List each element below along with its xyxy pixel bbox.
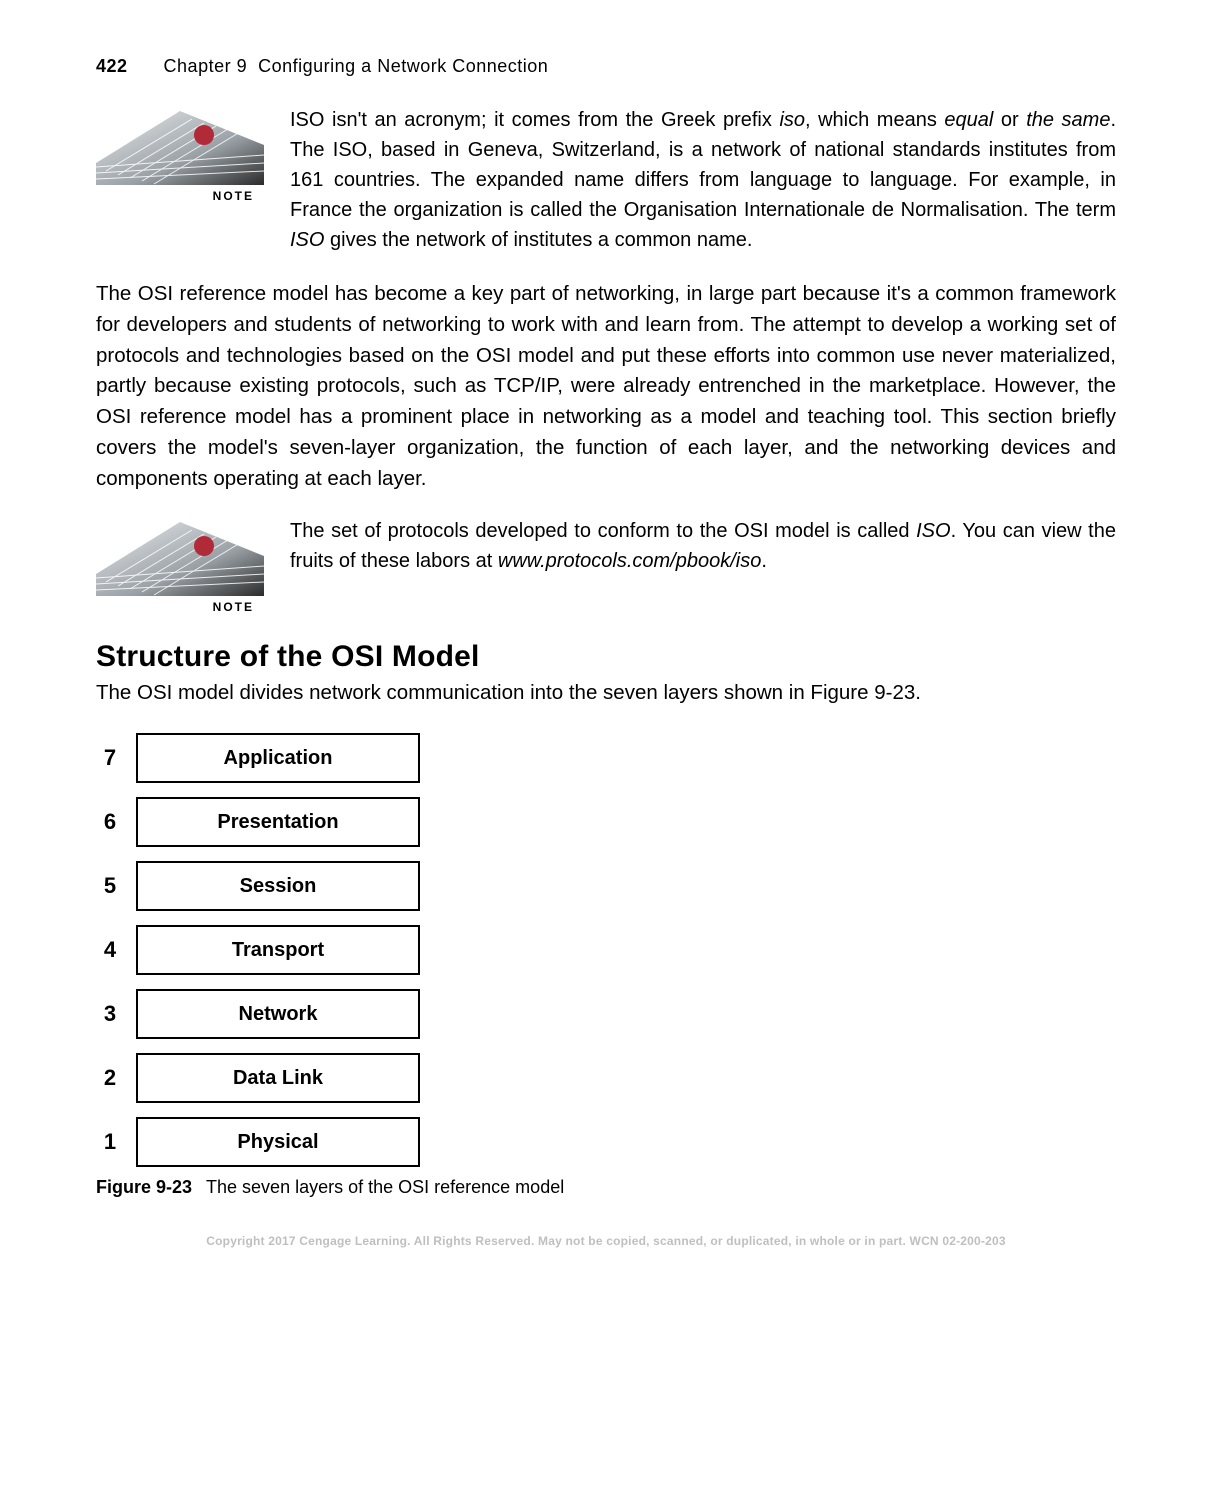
chapter-label: Chapter 9 Configuring a Network Connecti… [164,56,549,77]
note-label: NOTE [213,189,254,203]
keyboard-note-icon: NOTE [96,105,264,205]
osi-layer-number: 3 [96,1001,124,1027]
copyright-line: Copyright 2017 Cengage Learning. All Rig… [96,1234,1116,1248]
section-intro: The OSI model divides network communicat… [96,678,1116,709]
osi-layer-box: Data Link [136,1053,420,1103]
osi-layer-box: Physical [136,1117,420,1167]
note-label: NOTE [213,600,254,614]
note-icon: NOTE [96,105,264,205]
note-block-1: NOTE ISO isn't an acronym; it comes from… [96,105,1116,255]
osi-row: 4 Transport [96,925,1116,975]
osi-layer-box: Application [136,733,420,783]
osi-layer-box: Session [136,861,420,911]
figure-label: Figure 9-23 [96,1177,192,1197]
section-heading: Structure of the OSI Model [96,640,1116,674]
osi-layer-number: 1 [96,1129,124,1155]
osi-row: 3 Network [96,989,1116,1039]
osi-row: 6 Presentation [96,797,1116,847]
osi-layer-number: 5 [96,873,124,899]
running-head: 422 Chapter 9 Configuring a Network Conn… [96,56,1116,77]
chapter-num: Chapter 9 [164,56,248,76]
note-icon: NOTE [96,516,264,616]
osi-row: 5 Session [96,861,1116,911]
osi-layer-number: 2 [96,1065,124,1091]
osi-row: 2 Data Link [96,1053,1116,1103]
osi-layer-number: 4 [96,937,124,963]
osi-layer-box: Network [136,989,420,1039]
body-paragraph-1: The OSI reference model has become a key… [96,279,1116,494]
osi-diagram: 7 Application 6 Presentation 5 Session 4… [96,733,1116,1167]
osi-layer-box: Transport [136,925,420,975]
osi-row: 7 Application [96,733,1116,783]
figure-caption: Figure 9-23 The seven layers of the OSI r… [96,1177,1116,1198]
osi-layer-box: Presentation [136,797,420,847]
osi-layer-number: 6 [96,809,124,835]
page-number: 422 [96,56,128,77]
osi-row: 1 Physical [96,1117,1116,1167]
osi-layer-number: 7 [96,745,124,771]
note-text-1: ISO isn't an acronym; it comes from the … [290,105,1116,255]
page: 422 Chapter 9 Configuring a Network Conn… [0,0,1212,1500]
keyboard-note-icon: NOTE [96,516,264,616]
note-block-2: NOTE The set of protocols developed to c… [96,516,1116,616]
figure-caption-text: The seven layers of the OSI reference mo… [206,1177,564,1197]
chapter-title-text: Configuring a Network Connection [258,56,548,76]
note-text-2: The set of protocols developed to confor… [290,516,1116,576]
